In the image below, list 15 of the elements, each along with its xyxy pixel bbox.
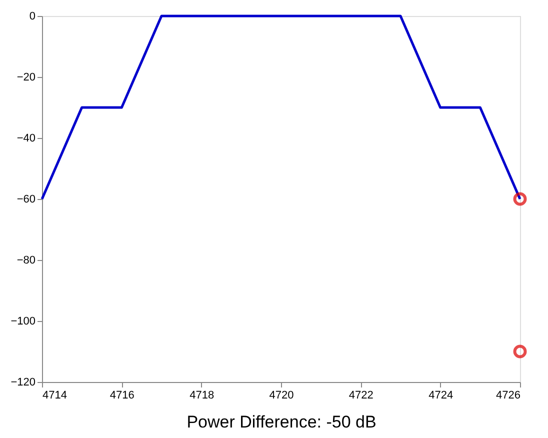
x-tick-label: 4726 [496,390,520,402]
y-tick-label: −40 [16,132,36,144]
x-tick-label: 4722 [348,390,374,402]
y-tick-label: −80 [16,254,36,266]
x-tick-label: 4714 [42,390,67,402]
y-tick-label: −100 [10,316,36,328]
y-tick-label: −20 [16,72,36,84]
y-tick-label: −60 [16,194,36,206]
y-tick-label: −120 [10,376,36,388]
x-tick-label: 4718 [190,390,214,402]
x-tick-label: 4720 [269,390,294,402]
x-tick-label: 4716 [110,390,134,402]
y-tick-label: 0 [29,10,36,22]
x-axis-title: Power Difference: -50 dB [186,412,376,432]
x-tick-label: 4724 [428,390,454,402]
